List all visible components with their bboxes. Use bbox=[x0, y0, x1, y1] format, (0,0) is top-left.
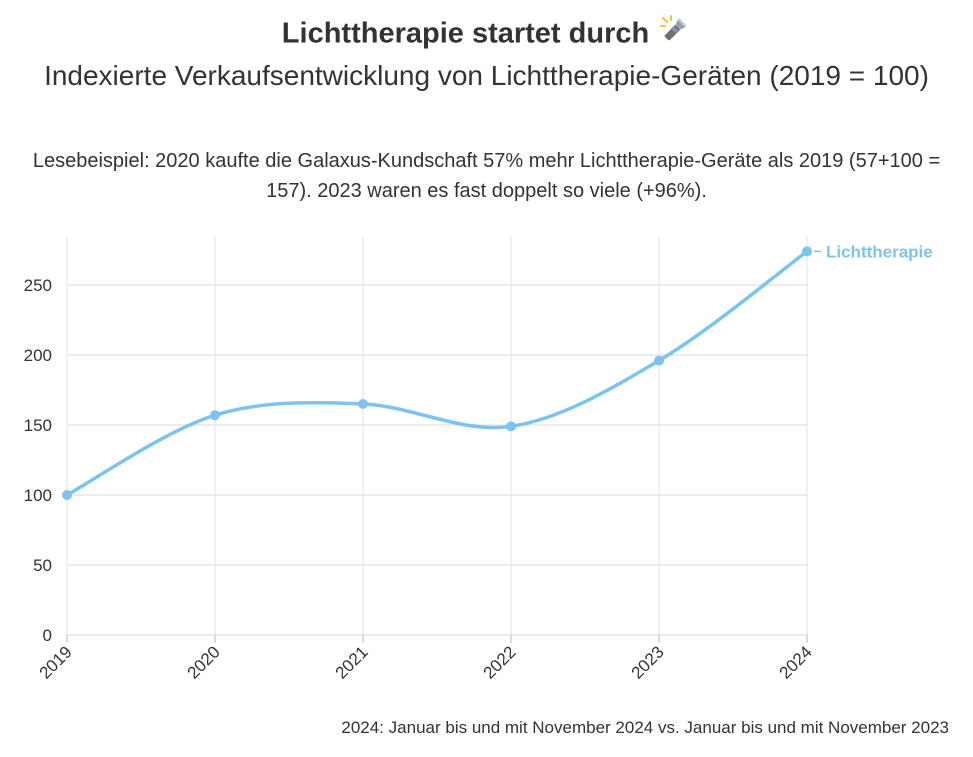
chart-title: Lichttherapie startet durch bbox=[0, 14, 973, 56]
y-tick-label: 150 bbox=[24, 416, 52, 435]
x-tick-label: 2024 bbox=[776, 642, 816, 682]
series-label: Lichttherapie bbox=[826, 242, 933, 261]
data-point bbox=[802, 246, 812, 257]
x-tick-label: 2023 bbox=[628, 642, 668, 682]
data-point bbox=[506, 421, 516, 432]
reading-example-note: Lesebeispiel: 2020 kaufte die Galaxus-Ku… bbox=[32, 150, 941, 202]
grid-layer bbox=[66, 236, 808, 636]
data-point bbox=[358, 399, 368, 409]
data-point bbox=[654, 355, 664, 366]
x-tick-label: 2020 bbox=[184, 642, 224, 682]
chart-title-text: Lichttherapie startet durch bbox=[281, 17, 650, 50]
y-tick-label: 100 bbox=[24, 486, 52, 505]
y-tick-label: 250 bbox=[24, 276, 52, 295]
series-line bbox=[65, 249, 809, 497]
x-tick-label: 2019 bbox=[36, 642, 76, 682]
x-tick-label: 2022 bbox=[480, 642, 520, 682]
data-point bbox=[210, 410, 220, 421]
y-tick-label: 200 bbox=[24, 346, 52, 365]
flashlight-icon bbox=[659, 14, 691, 56]
chart-subtitle: Indexierte Verkaufsentwicklung von Licht… bbox=[44, 60, 929, 91]
data-point bbox=[62, 490, 72, 500]
chart-footnote: 2024: Januar bis und mit November 2024 v… bbox=[341, 718, 949, 737]
y-tick-label: 0 bbox=[43, 626, 52, 645]
x-tick-label: 2021 bbox=[332, 642, 372, 682]
y-tick-label: 50 bbox=[33, 556, 52, 575]
series-layer: Lichttherapie bbox=[62, 242, 933, 500]
